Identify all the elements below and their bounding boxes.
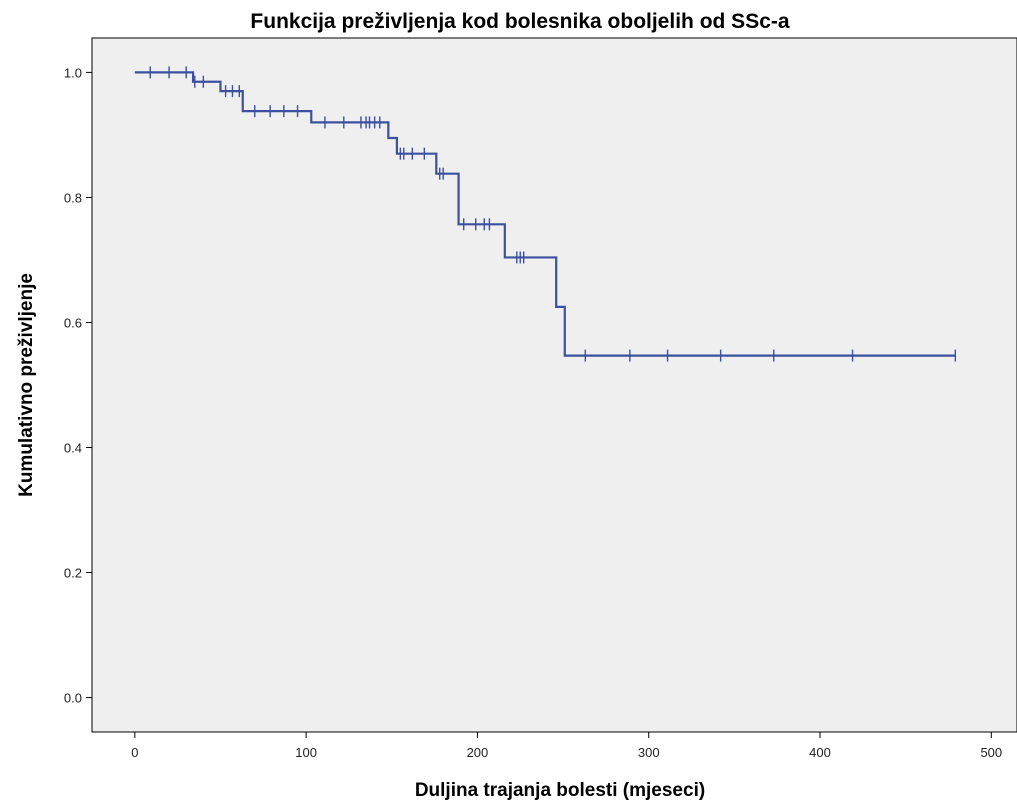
x-tick-label: 400 (809, 745, 831, 760)
y-tick-label: 0.2 (64, 566, 82, 581)
x-tick-label: 300 (638, 745, 660, 760)
chart-title: Funkcija preživljenja kod bolesnika obol… (250, 10, 789, 33)
censor-marks (149, 66, 957, 362)
x-tick-label: 200 (467, 745, 489, 760)
y-tick-label: 1.0 (64, 65, 82, 80)
y-axis-ticks: 0.0 0.2 0.4 0.6 0.8 1.0 (64, 65, 92, 706)
y-axis-label: Kumulativno preživljenje (16, 273, 37, 497)
x-axis-label: Duljina trajanja bolesti (mjeseci) (415, 780, 705, 801)
x-tick-label: 100 (295, 745, 317, 760)
y-tick-label: 0.8 (64, 190, 82, 205)
y-tick-label: 0.4 (64, 441, 82, 456)
y-tick-label: 0.6 (64, 315, 82, 330)
plot-area (91, 37, 1017, 733)
y-tick-label: 0.0 (64, 691, 82, 706)
x-tick-label: 500 (980, 745, 1002, 760)
x-axis-ticks: 0 100 200 300 400 500 (131, 732, 1002, 760)
survival-step-line (134, 71, 956, 357)
x-tick-label: 0 (131, 745, 138, 760)
series-layer (134, 71, 956, 357)
